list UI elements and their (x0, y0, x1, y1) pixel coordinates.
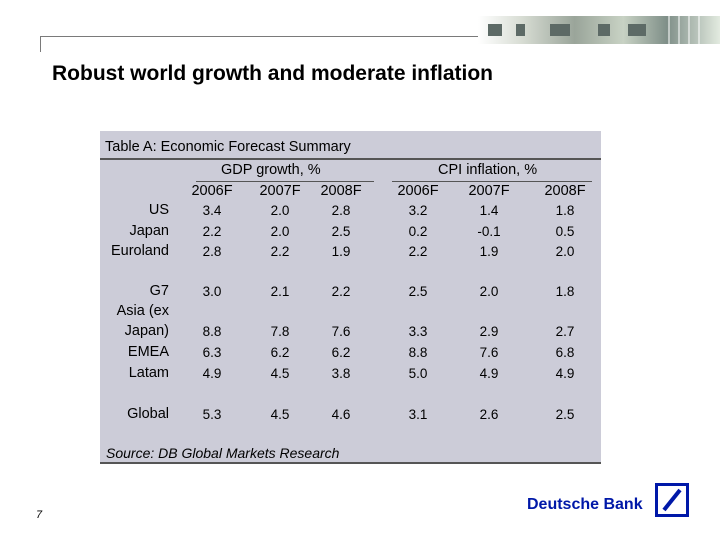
column-header: 2007F (468, 183, 510, 199)
table-cell: 7.8 (270, 324, 290, 339)
table-source: Source: DB Global Markets Research (106, 445, 340, 461)
table-cell: 4.5 (270, 366, 290, 381)
row-label: Japan) (124, 323, 169, 339)
table-cell: 2.8 (331, 203, 351, 218)
table-cell: 4.9 (479, 366, 499, 381)
header-rule-tick (40, 36, 41, 52)
table-cell: 0.5 (555, 224, 575, 239)
table-cell: 2.8 (202, 244, 222, 259)
table-cell: 6.3 (202, 345, 222, 360)
deutsche-bank-slash-logo-icon (655, 483, 689, 517)
table-cell: 5.0 (408, 366, 428, 381)
brand-name: Deutsche Bank (527, 496, 643, 513)
table-cell: 2.5 (331, 224, 351, 239)
row-label: Asia (ex (116, 303, 169, 319)
row-label: EMEA (127, 344, 169, 360)
table-cell: 6.2 (270, 345, 290, 360)
header-rule (40, 36, 720, 37)
column-header: 2006F (191, 183, 233, 199)
table-cell: 2.7 (555, 324, 575, 339)
table-cell: 3.8 (331, 366, 351, 381)
table-cell: 3.2 (408, 203, 428, 218)
table-title: Table A: Economic Forecast Summary (105, 139, 351, 155)
table-cell: 8.8 (408, 345, 428, 360)
table-cell: 6.8 (555, 345, 575, 360)
table-cell: 6.2 (331, 345, 351, 360)
row-label: Global (127, 406, 169, 422)
table-cell: 4.9 (555, 366, 575, 381)
page-number: 7 (36, 509, 43, 521)
table-cell: 1.8 (555, 203, 575, 218)
table-cell: 7.6 (331, 324, 351, 339)
row-label: Japan (129, 223, 169, 239)
column-header: 2008F (544, 183, 586, 199)
table-cell: 5.3 (202, 407, 222, 422)
table-cell: 3.0 (202, 284, 222, 299)
table-cell: 3.4 (202, 203, 222, 218)
column-header: 2006F (397, 183, 439, 199)
table-cell: 1.9 (479, 244, 499, 259)
slide-title: Robust world growth and moderate inflati… (52, 62, 493, 85)
table-cell: 2.9 (479, 324, 499, 339)
table-cell: 4.6 (331, 407, 351, 422)
table-cell: 2.1 (270, 284, 290, 299)
table-cell: 2.0 (270, 203, 290, 218)
table-cell: 2.5 (408, 284, 428, 299)
table-cell: 2.0 (479, 284, 499, 299)
group-rule-cpi (392, 181, 592, 182)
table-title-rule (100, 158, 601, 160)
table-cell: 2.0 (270, 224, 290, 239)
table-cell: 1.9 (331, 244, 351, 259)
table-cell: -0.1 (477, 224, 501, 239)
table-cell: 2.2 (408, 244, 428, 259)
row-label: Euroland (110, 243, 169, 259)
group-rule-gdp (196, 181, 374, 182)
column-header: 2007F (259, 183, 301, 199)
row-label: US (148, 202, 169, 218)
table-cell: 0.2 (408, 224, 428, 239)
column-header: 2008F (320, 183, 362, 199)
group-header-gdp: GDP growth, % (221, 162, 321, 178)
table-cell: 2.6 (479, 407, 499, 422)
table-cell: 4.9 (202, 366, 222, 381)
table-bottom-rule (100, 462, 601, 464)
table-cell: 3.3 (408, 324, 428, 339)
table-cell: 1.8 (555, 284, 575, 299)
table-cell: 2.5 (555, 407, 575, 422)
row-label: Latam (128, 365, 169, 381)
table-cell: 7.6 (479, 345, 499, 360)
table-cell: 3.1 (408, 407, 428, 422)
row-label: G7 (149, 283, 169, 299)
table-cell: 2.2 (270, 244, 290, 259)
table-cell: 1.4 (479, 203, 499, 218)
table-cell: 2.2 (202, 224, 222, 239)
table-cell: 2.2 (331, 284, 351, 299)
table-cell: 4.5 (270, 407, 290, 422)
table-cell: 8.8 (202, 324, 222, 339)
group-header-cpi: CPI inflation, % (438, 162, 538, 178)
forecast-table: Table A: Economic Forecast Summary GDP g… (100, 131, 601, 464)
header-banner-image (478, 16, 720, 44)
table-cell: 2.0 (555, 244, 575, 259)
